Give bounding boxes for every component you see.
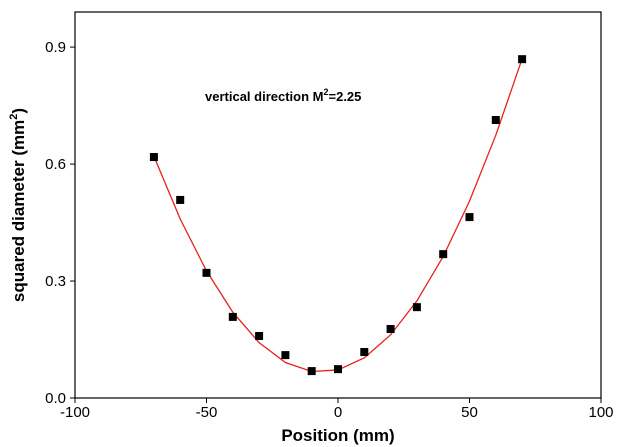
y-tick-label: 0.6 [45,156,66,173]
data-point [439,250,448,259]
x-tick-label: 50 [461,404,478,421]
y-axis-label: squared diameter (mm2) [8,108,28,302]
data-point [360,347,369,356]
data-point [202,268,211,277]
x-tick-label: 100 [588,404,613,421]
y-tick-label: 0.0 [45,390,66,407]
data-point [491,116,500,125]
data-point [228,312,237,321]
annotation-main: vertical direction M [205,89,323,104]
x-tick-label: -50 [196,404,218,421]
y-label-main: squared diameter (mm [9,120,28,302]
y-tick-label: 0.9 [45,39,66,56]
x-axis-label: Position (mm) [281,426,394,445]
annotation-sup: 2 [323,87,328,97]
data-point [386,324,395,333]
data-point [307,367,316,376]
data-point [334,365,342,374]
data-point [281,351,290,360]
annotation: vertical direction M2=2.25 [205,87,361,104]
annotation-tail: =2.25 [329,89,362,104]
data-point [465,213,474,222]
x-tick-label: 0 [334,404,342,421]
y-tick-label: 0.3 [45,273,66,290]
x-tick-label: -100 [60,404,90,421]
data-point [255,332,264,341]
plot-frame [74,11,602,399]
y-label-sup: 2 [8,114,20,120]
data-point [412,303,421,312]
data-point [518,55,527,64]
y-label-tail: ) [9,108,28,114]
data-point [149,153,158,162]
data-point [176,195,185,204]
